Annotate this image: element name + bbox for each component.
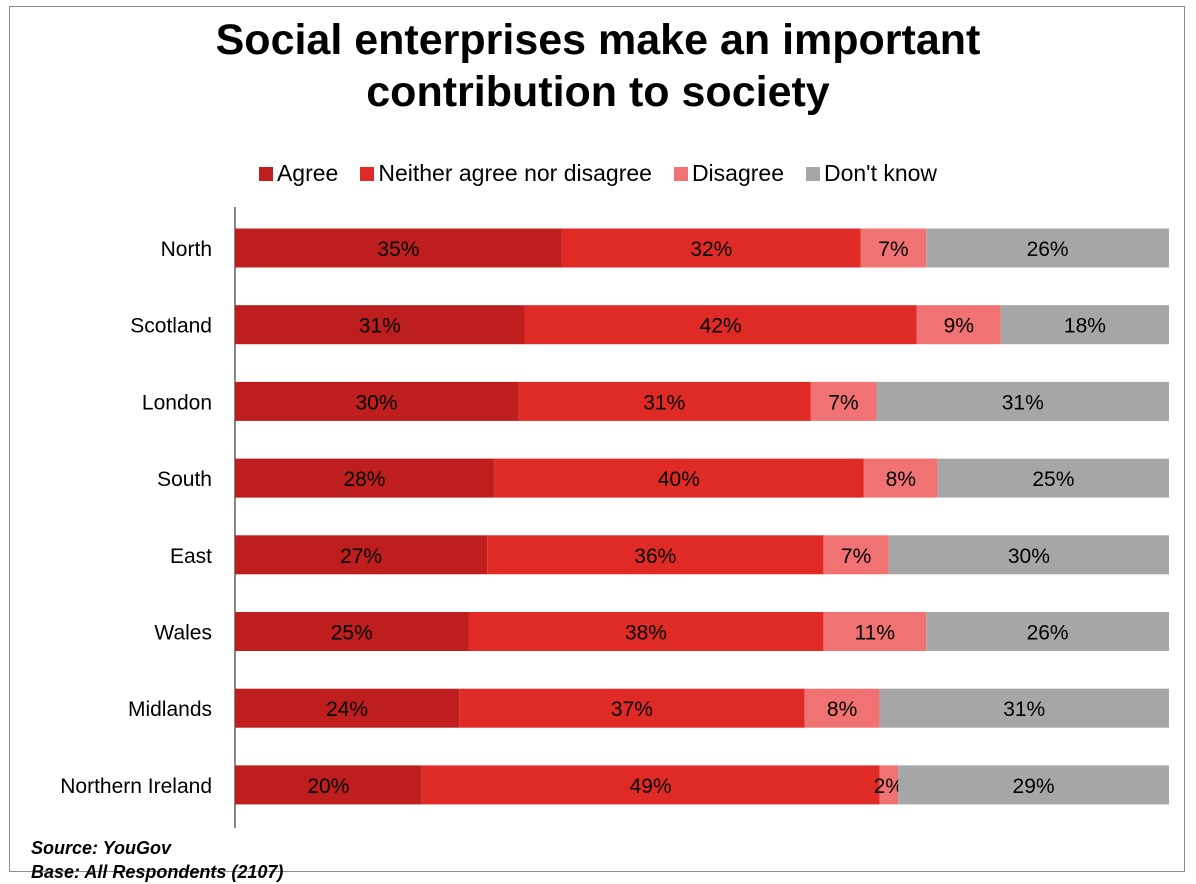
data-label: 31% [1003, 698, 1045, 721]
source-note: Source: YouGov [31, 838, 172, 858]
data-label: 30% [355, 391, 397, 414]
bar-segment [235, 612, 469, 651]
bar-segment [823, 535, 889, 575]
legend-label: Don't know [823, 160, 938, 186]
legend-swatch [805, 166, 820, 181]
bar-segment [235, 381, 519, 421]
data-label: 20% [307, 775, 349, 798]
category-label: North [161, 238, 212, 261]
bar-segment [888, 535, 1169, 575]
data-label: 24% [326, 698, 368, 721]
legend-item: Don't know [805, 160, 938, 187]
bar-segment [235, 688, 460, 728]
bar-segment [468, 612, 824, 651]
data-label: 26% [1027, 622, 1069, 645]
category-label: Wales [154, 622, 212, 645]
data-label: 11% [855, 622, 895, 645]
legend-swatch [258, 166, 273, 181]
data-label: 31% [359, 315, 401, 338]
data-label: 7% [878, 238, 908, 261]
legend-item: Disagree [673, 160, 784, 187]
legend: Agree Neither agree nor disagree Disagree D… [0, 160, 1196, 187]
data-label: 8% [886, 468, 916, 491]
chart-footer: Source: YouGov Base: All Respondents (21… [31, 836, 283, 884]
data-label: 7% [841, 545, 871, 568]
bar-segment [804, 688, 880, 728]
bar-segment [863, 458, 938, 498]
data-label: 2% [874, 775, 904, 798]
base-note: Base: All Respondents (2107) [31, 862, 284, 882]
chart-title: Social enterprises make an important con… [215, 16, 981, 116]
legend-swatch [673, 166, 688, 181]
data-label: 27% [340, 545, 382, 568]
bar-segment [898, 765, 1169, 805]
category-label: London [142, 391, 212, 414]
bar-segment [493, 458, 864, 498]
legend-label: Disagree [691, 160, 784, 186]
bar-segment [937, 458, 1169, 498]
data-label: 49% [630, 775, 672, 798]
legend-item: Agree [258, 160, 339, 187]
bar-segment [876, 381, 1169, 421]
bar-segment [879, 765, 899, 805]
chart-frame [9, 6, 1185, 872]
bar-segment [235, 228, 562, 268]
bar-segment [235, 535, 488, 575]
bar-segment [459, 688, 805, 728]
data-label: 26% [1027, 238, 1069, 261]
data-label: 9% [944, 315, 974, 338]
data-label: 38% [625, 622, 667, 645]
bar-segment [235, 458, 494, 498]
bar-segment [810, 381, 877, 421]
category-label: Scotland [130, 315, 212, 338]
data-label: 25% [331, 622, 373, 645]
legend-item: Neither agree nor disagree [360, 160, 652, 187]
data-label: 30% [1008, 545, 1050, 568]
data-label: 42% [700, 315, 742, 338]
category-label: East [170, 545, 212, 568]
bar-segment [926, 612, 1169, 651]
bar-segment [524, 305, 917, 345]
bar-segment [487, 535, 824, 575]
data-label: 37% [611, 698, 653, 721]
data-label: 31% [643, 391, 685, 414]
data-label: 40% [658, 468, 700, 491]
data-label: 36% [634, 545, 676, 568]
bar-segment [235, 765, 422, 805]
bar-segment [421, 765, 880, 805]
data-label: 8% [827, 698, 857, 721]
legend-label: Agree [276, 160, 339, 186]
bar-segment [235, 305, 525, 345]
data-label: 29% [1013, 775, 1055, 798]
data-label: 28% [343, 468, 385, 491]
bar-segment [1000, 305, 1169, 345]
data-label: 7% [828, 391, 858, 414]
category-label: Midlands [128, 698, 212, 721]
bar-segment [518, 381, 811, 421]
legend-swatch [360, 166, 375, 181]
category-label: Northern Ireland [60, 775, 212, 798]
bar-segment [561, 228, 861, 268]
bar-segment [916, 305, 1001, 345]
bar-segment [879, 688, 1169, 728]
bar-segment [926, 228, 1169, 268]
bar-segment [823, 612, 927, 651]
data-label: 35% [377, 238, 419, 261]
data-label: 31% [1002, 391, 1044, 414]
data-label: 32% [690, 238, 732, 261]
data-label: 25% [1032, 468, 1074, 491]
legend-label: Neither agree nor disagree [378, 160, 652, 186]
category-label: South [157, 468, 212, 491]
bar-segment [860, 228, 927, 268]
data-label: 18% [1064, 315, 1106, 338]
